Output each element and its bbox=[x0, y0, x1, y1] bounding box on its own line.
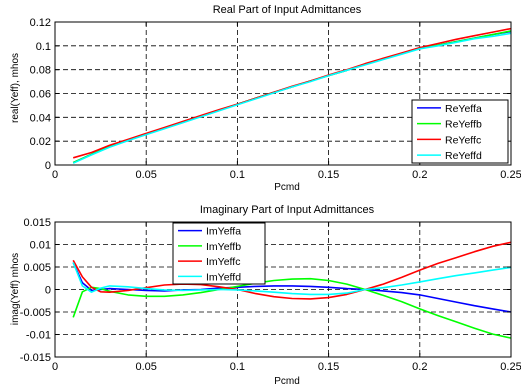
series-lines bbox=[72, 27, 512, 164]
legend-label: ImYeffd bbox=[206, 271, 241, 283]
chart-title: Real Part of Input Admittances bbox=[213, 4, 362, 16]
plot-frame bbox=[54, 221, 512, 358]
x-tick-label: 0.2 bbox=[412, 361, 427, 373]
y-tick-label: -0.005 bbox=[20, 307, 51, 319]
chart-imaginary-part: Imaginary Part of Input Admittances imag… bbox=[10, 204, 521, 387]
series-line-ReYeffd bbox=[72, 32, 512, 164]
y-axis-label: imag(Yeff) mhos bbox=[10, 253, 21, 325]
legend: ReYeffa ReYeffb ReYeffc ReYeffd bbox=[411, 99, 509, 164]
series-lines bbox=[72, 241, 512, 339]
x-tick-label: 0.1 bbox=[230, 169, 245, 181]
x-tick-label: 0 bbox=[52, 169, 58, 181]
x-tick-label: 0.05 bbox=[135, 361, 156, 373]
legend-label: ReYeffa bbox=[445, 103, 482, 115]
x-tick-label: 0.1 bbox=[230, 361, 245, 373]
y-tick-label: 0.04 bbox=[30, 112, 51, 124]
x-tick-label: 0.2 bbox=[412, 169, 427, 181]
x-tick-label: 0.15 bbox=[318, 169, 339, 181]
y-tick-label: 0.015 bbox=[23, 217, 51, 229]
y-tick-label: 0.1 bbox=[36, 41, 51, 53]
y-tick-label: 0 bbox=[45, 285, 51, 297]
axes: 0 0.05 0.1 0.15 0.2 0.25 0 0.02 0.04 0.06 0.08 0.1 0… bbox=[30, 17, 521, 181]
x-tick-label: 0.15 bbox=[318, 361, 339, 373]
legend-label: ReYeffb bbox=[445, 119, 482, 131]
x-tick-label: 0.25 bbox=[500, 361, 521, 373]
y-tick-label: 0.06 bbox=[30, 89, 51, 101]
x-axis-label: Pcmd bbox=[274, 376, 300, 387]
y-tick-label: 0.02 bbox=[30, 136, 51, 148]
legend-label: ReYeffd bbox=[445, 150, 482, 162]
legend-label: ImYeffc bbox=[206, 256, 240, 268]
legend-box bbox=[172, 222, 266, 285]
y-tick-label: -0.01 bbox=[26, 330, 51, 342]
chart-title: Imaginary Part of Input Admittances bbox=[200, 204, 375, 216]
axes: 0 0.05 0.1 0.15 0.2 0.25 -0.015 -0.01 -0.005 0 0.0… bbox=[20, 217, 521, 373]
legend: ImYeffa ImYeffb ImYeffc ImYeffd bbox=[172, 222, 266, 285]
y-tick-label: 0 bbox=[45, 160, 51, 172]
legend-label: ReYeffc bbox=[445, 134, 481, 146]
x-tick-label: 0.05 bbox=[135, 169, 156, 181]
y-tick-label: 0.12 bbox=[30, 17, 51, 29]
x-tick-label: 0 bbox=[52, 361, 58, 373]
series-line-ImYeffb bbox=[72, 277, 512, 339]
series-line-ImYeffd bbox=[72, 262, 512, 296]
plot-frame bbox=[54, 21, 512, 166]
y-axis-label: real(Yeff), mhos bbox=[10, 53, 21, 123]
legend-box bbox=[411, 99, 509, 164]
y-tick-label: 0.005 bbox=[23, 262, 51, 274]
y-tick-label: 0.08 bbox=[30, 65, 51, 77]
legend-label: ImYeffb bbox=[206, 241, 241, 253]
chart-real-part: Real Part of Input Admittances real(Yeff… bbox=[10, 4, 521, 193]
series-line-ImYeffa bbox=[72, 262, 512, 313]
x-tick-label: 0.25 bbox=[500, 169, 521, 181]
series-line-ImYeffc bbox=[72, 241, 512, 300]
legend-label: ImYeffa bbox=[206, 226, 241, 238]
y-tick-label: 0.01 bbox=[30, 240, 51, 252]
x-axis-label: Pcmd bbox=[274, 182, 300, 193]
y-tick-label: -0.015 bbox=[20, 352, 51, 364]
